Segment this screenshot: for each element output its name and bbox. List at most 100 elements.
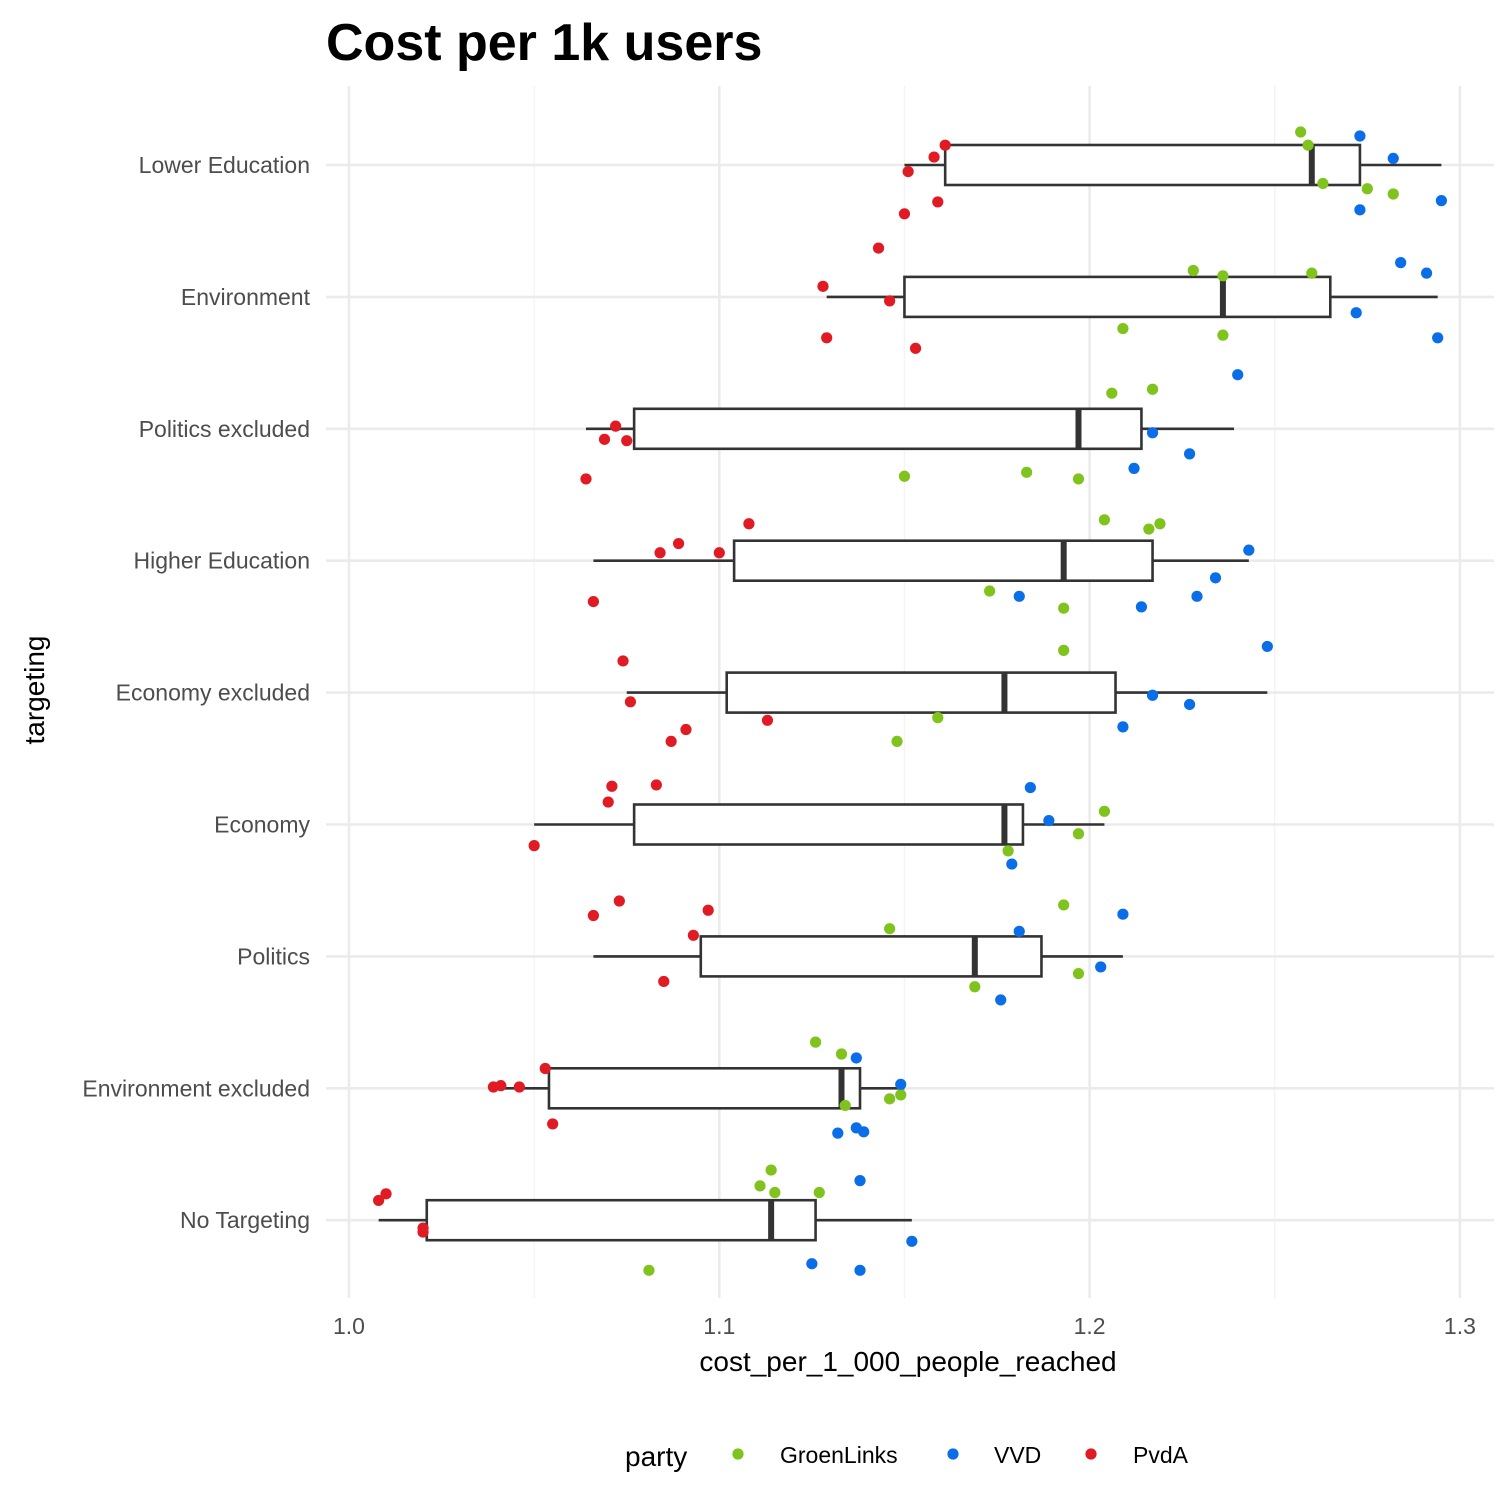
- point-groenlinks: [891, 735, 903, 748]
- point-pvda: [928, 151, 940, 163]
- point-pvda: [528, 840, 540, 852]
- y-axis-ticks: Lower Education Environment Politics exclu…: [82, 152, 310, 1233]
- box: [632, 407, 1143, 451]
- point-groenlinks: [1154, 518, 1166, 530]
- box: [725, 671, 1117, 714]
- legend-entries: GroenLinks VVD PvdA: [732, 1442, 1189, 1468]
- point-groenlinks: [1098, 805, 1111, 817]
- point-pvda: [513, 1081, 525, 1093]
- point-vvd: [1128, 462, 1140, 474]
- point-pvda: [872, 242, 885, 254]
- point-vvd: [1209, 572, 1222, 584]
- point-pvda: [672, 537, 685, 550]
- box: [732, 539, 1154, 583]
- point-groenlinks: [932, 712, 944, 724]
- point-vvd: [1013, 925, 1025, 937]
- point-vvd: [854, 1264, 866, 1276]
- boxplot-politics-excluded: [585, 407, 1235, 451]
- data-points: [373, 126, 1447, 1276]
- point-vvd: [1183, 448, 1196, 460]
- x-tick-label: 1.0: [333, 1313, 365, 1339]
- legend-label: VVD: [994, 1442, 1041, 1468]
- legend-swatch: [947, 1448, 959, 1460]
- point-vvd: [1043, 814, 1055, 827]
- point-pvda: [658, 975, 670, 988]
- point-pvda: [884, 295, 896, 307]
- boxplot-no-targeting: [378, 1198, 912, 1242]
- legend-title: party: [625, 1441, 687, 1472]
- point-pvda: [380, 1188, 392, 1200]
- point-pvda: [417, 1226, 429, 1238]
- point-pvda: [613, 895, 625, 907]
- point-pvda: [580, 473, 592, 485]
- point-groenlinks: [1106, 387, 1118, 399]
- point-vvd: [1354, 130, 1366, 142]
- point-pvda: [821, 332, 833, 344]
- point-vvd: [806, 1258, 818, 1270]
- point-groenlinks: [835, 1048, 848, 1060]
- point-vvd: [832, 1127, 844, 1139]
- point-groenlinks: [1361, 183, 1373, 195]
- point-pvda: [909, 342, 922, 354]
- point-pvda: [687, 929, 699, 941]
- y-tick-label: Politics: [237, 943, 310, 969]
- x-tick-label: 1.1: [703, 1313, 735, 1339]
- y-tick-label: Politics excluded: [139, 416, 310, 442]
- point-groenlinks: [839, 1099, 851, 1112]
- point-pvda: [650, 779, 662, 791]
- y-axis-title: targeting: [19, 636, 50, 745]
- point-pvda: [680, 723, 692, 736]
- point-vvd: [854, 1175, 866, 1187]
- boxplot-lower-education: [904, 143, 1442, 187]
- x-tick-label: 1.2: [1074, 1313, 1106, 1339]
- point-pvda: [743, 518, 755, 530]
- point-groenlinks: [1317, 177, 1329, 190]
- point-groenlinks: [1058, 899, 1070, 911]
- point-groenlinks: [1217, 270, 1229, 282]
- legend-swatch: [1085, 1448, 1097, 1460]
- point-pvda: [939, 139, 951, 151]
- legend-item-groenlinks: GroenLinks: [732, 1442, 898, 1468]
- point-pvda: [665, 735, 677, 748]
- boxplot-economy-excluded: [626, 671, 1268, 714]
- point-groenlinks: [1002, 845, 1014, 857]
- point-pvda: [713, 547, 725, 559]
- point-vvd: [1146, 689, 1159, 701]
- point-vvd: [1350, 307, 1362, 319]
- point-pvda: [373, 1194, 385, 1207]
- point-groenlinks: [1072, 967, 1085, 980]
- point-pvda: [587, 909, 599, 922]
- box: [425, 1198, 817, 1242]
- y-tick-label: Economy: [214, 812, 310, 838]
- point-vvd: [1387, 152, 1399, 165]
- point-groenlinks: [1117, 322, 1129, 335]
- point-vvd: [995, 994, 1007, 1006]
- boxplot-politics: [593, 935, 1123, 978]
- point-groenlinks: [813, 1186, 825, 1199]
- point-vvd: [1420, 267, 1433, 279]
- legend-label: GroenLinks: [780, 1442, 898, 1468]
- point-vvd: [1191, 590, 1203, 602]
- point-groenlinks: [1306, 267, 1318, 279]
- point-groenlinks: [1302, 139, 1314, 151]
- point-pvda: [587, 595, 599, 608]
- point-groenlinks: [1146, 383, 1159, 395]
- y-tick-label: Higher Education: [134, 548, 310, 574]
- point-vvd: [1024, 781, 1036, 794]
- y-tick-label: Environment: [181, 284, 311, 310]
- point-pvda: [898, 208, 911, 220]
- point-vvd: [1432, 332, 1444, 344]
- point-pvda: [761, 714, 774, 726]
- point-vvd: [895, 1078, 907, 1090]
- point-pvda: [902, 165, 914, 178]
- point-vvd: [1183, 698, 1196, 711]
- legend-item-vvd: VVD: [947, 1442, 1041, 1468]
- point-vvd: [850, 1052, 862, 1064]
- point-vvd: [1117, 908, 1129, 920]
- point-vvd: [858, 1126, 870, 1138]
- point-groenlinks: [984, 585, 996, 597]
- point-groenlinks: [1143, 523, 1155, 535]
- point-pvda: [621, 435, 633, 447]
- point-pvda: [624, 696, 637, 708]
- point-pvda: [547, 1118, 559, 1130]
